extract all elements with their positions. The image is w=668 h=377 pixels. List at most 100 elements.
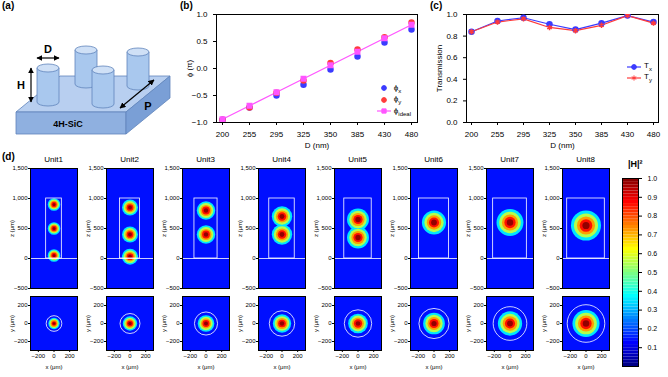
svg-text:1.0: 1.0 [196,10,208,19]
svg-text:−500: −500 [14,285,28,291]
svg-text:0.0: 0.0 [196,64,208,73]
svg-text:480: 480 [647,130,661,139]
svg-text:1,000: 1,000 [316,195,332,201]
svg-text:0.0: 0.0 [446,118,458,127]
svg-text:500: 500 [321,225,332,231]
svg-text:y (μm): y (μm) [389,315,395,332]
svg-text:ϕ (π): ϕ (π) [185,59,194,77]
svg-text:200: 200 [445,353,456,359]
svg-text:−200: −200 [166,338,180,344]
svg-text:1,500: 1,500 [88,165,104,171]
svg-text:200: 200 [65,353,76,359]
svg-text:0: 0 [584,353,588,359]
svg-text:1,500: 1,500 [316,165,332,171]
svg-text:D: D [44,43,52,55]
svg-text:4H-SiC: 4H-SiC [53,119,83,129]
svg-text:y (μm): y (μm) [9,315,15,332]
svg-text:1,500: 1,500 [544,165,560,171]
svg-text:−1.0: −1.0 [192,118,208,127]
svg-text:430: 430 [378,130,392,139]
svg-text:y (μm): y (μm) [465,315,471,332]
svg-text:200: 200 [245,302,256,308]
svg-text:255: 255 [491,130,505,139]
svg-text:325: 325 [297,130,311,139]
svg-text:−200: −200 [336,353,350,359]
svg-text:500: 500 [169,225,180,231]
svg-text:0.8: 0.8 [648,212,658,219]
svg-text:P: P [144,100,151,112]
svg-text:200: 200 [141,353,152,359]
svg-text:0: 0 [100,255,104,261]
svg-text:200: 200 [465,130,479,139]
svg-text:y (μm): y (μm) [161,315,167,332]
svg-text:−200: −200 [32,353,46,359]
svg-text:−200: −200 [488,353,502,359]
svg-text:0: 0 [508,353,512,359]
svg-text:1,000: 1,000 [544,195,560,201]
svg-text:z (μm): z (μm) [313,220,319,237]
svg-text:1.0: 1.0 [446,10,458,19]
svg-text:−500: −500 [318,285,332,291]
svg-text:200: 200 [217,353,228,359]
svg-text:−500: −500 [394,285,408,291]
svg-text:500: 500 [473,225,484,231]
svg-text:430: 430 [621,130,635,139]
svg-text:1,000: 1,000 [88,195,104,201]
svg-text:−200: −200 [412,353,426,359]
svg-text:1,000: 1,000 [240,195,256,201]
svg-text:−200: −200 [470,338,484,344]
svg-text:x (μm): x (μm) [501,364,518,370]
svg-text:x (μm): x (μm) [197,364,214,370]
svg-text:y (μm): y (μm) [85,315,91,332]
svg-text:1,500: 1,500 [392,165,408,171]
svg-text:0: 0 [356,353,360,359]
svg-text:−200: −200 [90,338,104,344]
svg-text:200: 200 [216,130,230,139]
svg-text:D (nm): D (nm) [305,141,330,150]
svg-text:385: 385 [595,130,609,139]
svg-text:z (μm): z (μm) [465,220,471,237]
svg-text:325: 325 [543,130,557,139]
svg-text:y (μm): y (μm) [237,315,243,332]
svg-text:0: 0 [556,255,560,261]
svg-text:200: 200 [293,353,304,359]
svg-text:200: 200 [93,302,104,308]
svg-text:1,000: 1,000 [468,195,484,201]
svg-text:0: 0 [480,255,484,261]
svg-text:0.1: 0.1 [648,344,658,351]
svg-text:255: 255 [243,130,257,139]
svg-text:1,500: 1,500 [164,165,180,171]
svg-text:1,500: 1,500 [468,165,484,171]
svg-text:0: 0 [252,320,256,326]
svg-text:x (μm): x (μm) [577,364,594,370]
svg-text:295: 295 [517,130,531,139]
svg-text:0: 0 [328,320,332,326]
svg-text:500: 500 [245,225,256,231]
svg-text:480: 480 [405,130,419,139]
svg-text:0.2: 0.2 [648,325,658,332]
svg-text:−200: −200 [394,338,408,344]
svg-text:0.3: 0.3 [648,306,658,313]
svg-text:z (μm): z (μm) [541,220,547,237]
svg-text:1,000: 1,000 [164,195,180,201]
svg-text:y (μm): y (μm) [541,315,547,332]
svg-text:0.6: 0.6 [446,53,458,62]
svg-text:0: 0 [176,255,180,261]
svg-text:0: 0 [556,320,560,326]
svg-text:0.9: 0.9 [648,194,658,201]
svg-text:200: 200 [321,302,332,308]
svg-text:−0.5: −0.5 [192,91,208,100]
svg-text:0: 0 [176,320,180,326]
svg-text:500: 500 [397,225,408,231]
svg-text:200: 200 [597,353,608,359]
svg-text:200: 200 [473,302,484,308]
svg-text:0.4: 0.4 [446,75,458,84]
svg-text:0: 0 [252,255,256,261]
svg-text:z (μm): z (μm) [161,220,167,237]
svg-text:−200: −200 [242,338,256,344]
svg-text:0.5: 0.5 [196,37,208,46]
svg-text:0: 0 [100,320,104,326]
svg-text:x (μm): x (μm) [121,364,138,370]
svg-text:200: 200 [521,353,532,359]
svg-text:Transmission: Transmission [435,45,444,92]
